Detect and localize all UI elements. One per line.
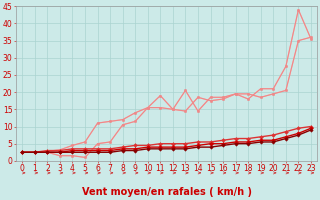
X-axis label: Vent moyen/en rafales ( km/h ): Vent moyen/en rafales ( km/h ): [82, 187, 252, 197]
